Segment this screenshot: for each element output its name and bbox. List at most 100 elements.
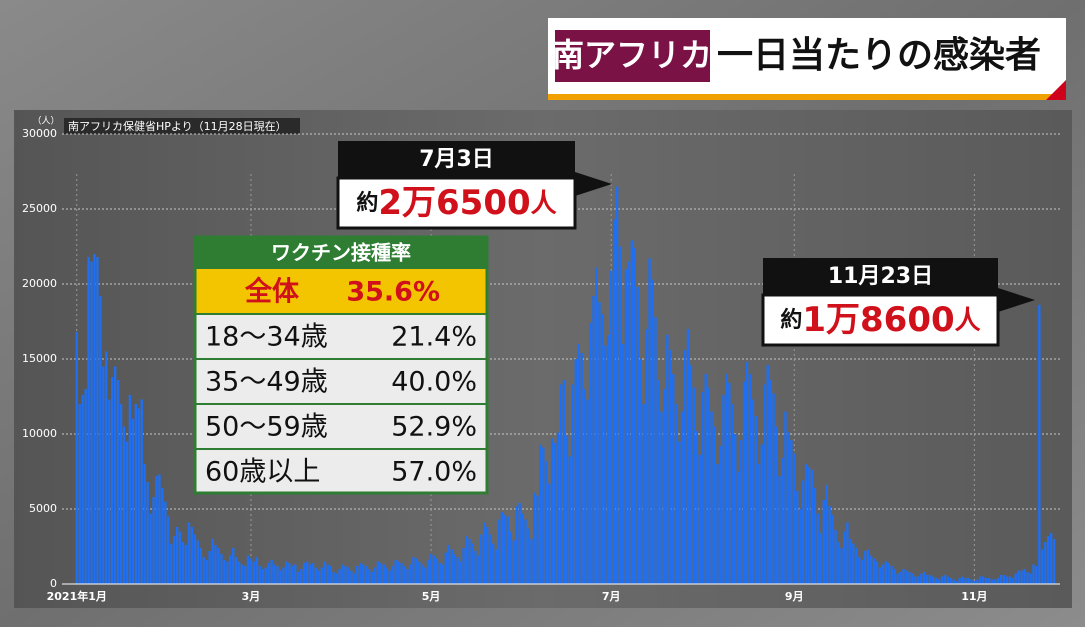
y-tick-label: 15000 xyxy=(22,352,57,365)
bar xyxy=(648,258,651,584)
bar xyxy=(999,575,1003,584)
bar xyxy=(547,483,551,584)
bar xyxy=(964,578,967,584)
bar xyxy=(199,548,202,584)
bar xyxy=(804,464,808,584)
bar xyxy=(914,576,917,584)
bar xyxy=(175,527,179,584)
bar xyxy=(601,314,604,584)
bar xyxy=(931,576,935,584)
bar xyxy=(654,317,657,584)
bar xyxy=(1023,569,1026,584)
bar xyxy=(542,447,545,584)
plot: 0 5000 10000 15000 20000 25000 30000 2021年1月 3月 5… xyxy=(22,127,1060,603)
bar xyxy=(733,434,737,584)
y-tick-label: 30000 xyxy=(22,127,57,140)
bar xyxy=(282,567,285,584)
bar xyxy=(1032,564,1035,584)
bar xyxy=(376,561,380,584)
bar xyxy=(881,564,885,584)
y-unit: （人） xyxy=(32,116,59,127)
bar xyxy=(663,389,666,584)
bar xyxy=(630,240,634,584)
bar xyxy=(831,515,834,584)
bar xyxy=(860,560,864,584)
bar xyxy=(725,374,728,584)
table-row-highlight xyxy=(196,269,486,314)
bar xyxy=(609,270,613,584)
bar xyxy=(364,566,368,584)
callout-pointer xyxy=(575,172,612,196)
bar xyxy=(973,581,976,584)
bar xyxy=(979,576,982,584)
bar xyxy=(887,563,890,584)
bar xyxy=(872,558,876,584)
callout-prefix: 約 xyxy=(780,307,802,333)
bar xyxy=(87,257,90,584)
bar xyxy=(890,566,893,584)
table-value: 35.6% xyxy=(346,277,440,308)
bar xyxy=(279,570,282,584)
bar xyxy=(819,533,823,584)
bar xyxy=(1049,533,1053,584)
bar xyxy=(757,464,761,584)
bar xyxy=(742,381,746,584)
bar xyxy=(264,567,267,584)
bar xyxy=(863,551,867,584)
bar xyxy=(748,374,752,584)
bar xyxy=(908,572,911,584)
bar xyxy=(491,543,495,584)
bar xyxy=(645,329,648,584)
bar xyxy=(595,267,598,584)
bar xyxy=(660,411,663,584)
bar xyxy=(506,516,510,584)
bar xyxy=(722,395,725,584)
bar xyxy=(294,564,297,584)
bar xyxy=(234,557,238,584)
bar xyxy=(834,530,837,584)
bar xyxy=(917,576,920,584)
bar xyxy=(902,569,905,584)
bar xyxy=(604,345,607,584)
bar xyxy=(356,566,359,584)
y-tick-label: 5000 xyxy=(29,502,57,515)
bar xyxy=(102,366,105,584)
bar xyxy=(400,563,403,584)
callout-pointer xyxy=(998,288,1035,312)
y-tick-label: 20000 xyxy=(22,277,57,290)
bar xyxy=(559,384,563,584)
bar xyxy=(359,563,362,584)
bar xyxy=(527,528,530,584)
bar xyxy=(305,561,309,584)
bar xyxy=(229,555,232,584)
source: 南アフリカ保健省HPより（11月28日現在） xyxy=(68,119,287,133)
bar xyxy=(612,219,616,584)
title-corner xyxy=(1046,80,1066,100)
bar xyxy=(252,561,256,584)
bar xyxy=(273,564,276,584)
bar xyxy=(674,404,678,584)
bar xyxy=(429,554,433,584)
bar xyxy=(875,561,879,584)
bar xyxy=(920,573,923,584)
bar xyxy=(1044,542,1047,584)
bar xyxy=(261,569,264,584)
callout-date: 7月3日 xyxy=(419,147,494,172)
bar xyxy=(480,534,483,584)
bar xyxy=(350,570,353,584)
bar xyxy=(96,257,99,584)
bar xyxy=(512,540,515,584)
chart-title: 一日当たりの感染者 xyxy=(717,35,1041,76)
bar xyxy=(568,456,572,584)
callout-date-box xyxy=(338,141,575,178)
bar xyxy=(866,549,870,584)
bar xyxy=(553,443,557,584)
title-underline xyxy=(548,94,1066,100)
bar xyxy=(556,432,560,584)
bar xyxy=(577,344,580,584)
bar xyxy=(943,575,947,584)
bar xyxy=(285,561,288,584)
bar xyxy=(423,567,427,584)
bar xyxy=(840,548,843,584)
